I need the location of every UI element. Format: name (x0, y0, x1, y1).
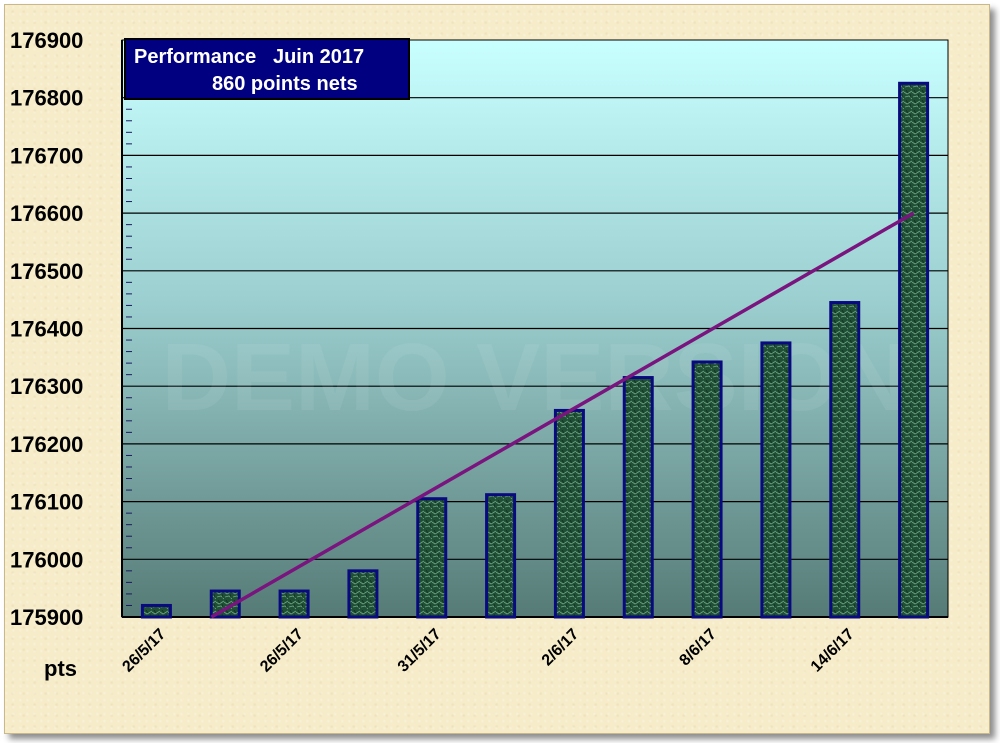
y-tick-label: 176900 (10, 28, 83, 53)
y-tick-label: 176200 (10, 432, 83, 457)
y-tick-label: 176500 (10, 259, 83, 284)
bar (760, 341, 792, 619)
y-tick-label: 176000 (10, 547, 83, 572)
bar (829, 301, 861, 619)
x-tick-label: 2/6/17 (539, 626, 583, 670)
bar (898, 81, 930, 619)
trend-line (210, 211, 915, 619)
x-tick-label: 26/5/17 (119, 626, 169, 676)
y-tick-label: 176300 (10, 374, 83, 399)
x-tick-label: 14/6/17 (808, 626, 858, 676)
chart-title-box: Performance Juin 2017 860 points nets (124, 38, 410, 100)
y-tick-labels: 175900 176000 176100 176200 176300 176400 1765… (10, 28, 83, 630)
bar (278, 589, 310, 619)
bar (347, 569, 379, 619)
y-tick-label: 175900 (10, 605, 83, 630)
y-axis-unit-label: pts (44, 656, 77, 681)
y-tick-label: 176100 (10, 490, 83, 515)
y-tick-label: 176700 (10, 143, 83, 168)
x-tick-label: 8/6/17 (676, 626, 720, 670)
y-tick-label: 176800 (10, 86, 83, 111)
y-tick-label: 176400 (10, 317, 83, 342)
bar (553, 408, 585, 619)
bars (140, 81, 930, 619)
y-tick-label: 176600 (10, 201, 83, 226)
bar (622, 376, 654, 619)
x-tick-label: 26/5/17 (257, 626, 307, 676)
chart-subtitle: 860 points nets (212, 73, 358, 95)
x-tick-labels: 26/5/17 26/5/17 31/5/17 2/6/17 8/6/17 14/6/17 (119, 626, 857, 676)
chart-title: Performance Juin 2017 (134, 46, 365, 68)
demo-watermark: DEMO VERSION (162, 324, 909, 431)
x-tick-label: 31/5/17 (395, 626, 445, 676)
bar (416, 497, 448, 619)
bar (485, 493, 517, 619)
bar (691, 360, 723, 619)
bar (140, 603, 172, 619)
